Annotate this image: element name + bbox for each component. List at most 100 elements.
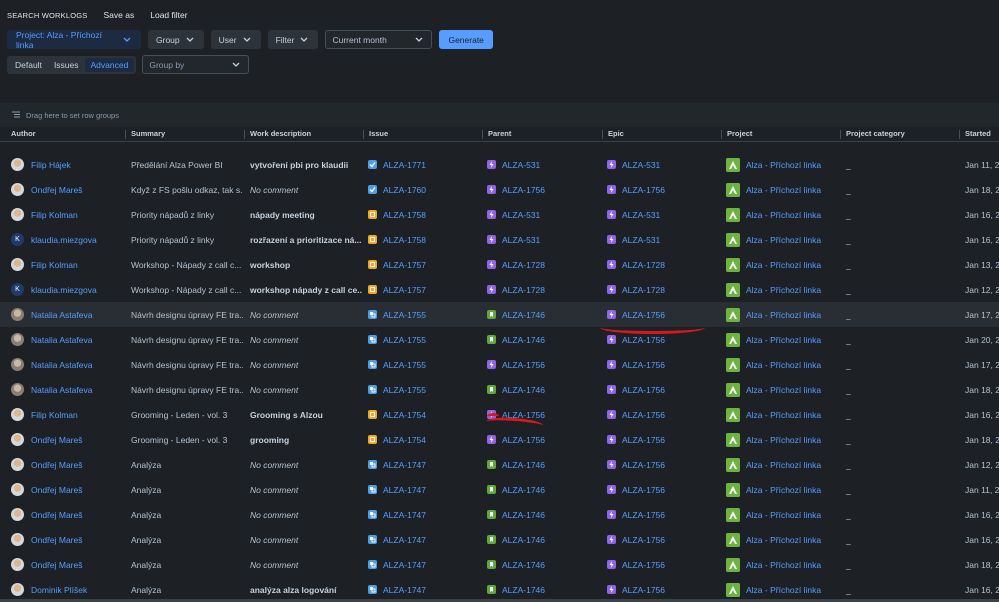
project-link[interactable]: Alza - Příchozí linka bbox=[746, 509, 822, 520]
column-header-project[interactable]: Project bbox=[727, 129, 753, 138]
epic-link[interactable]: ALZA-1756 bbox=[622, 309, 665, 320]
user-filter-button[interactable]: User bbox=[210, 30, 261, 49]
issue-link[interactable]: ALZA-1747 bbox=[383, 584, 426, 595]
group-by-select[interactable]: Group by bbox=[142, 55, 250, 74]
parent-link[interactable]: ALZA-1756 bbox=[502, 434, 545, 445]
filter-button[interactable]: Filter bbox=[267, 30, 319, 49]
column-header-work-description[interactable]: Work description bbox=[250, 129, 312, 138]
column-separator[interactable] bbox=[363, 130, 364, 139]
table-row[interactable]: Ondřej Mareš Analýza No comment ALZA-1747 AL… bbox=[0, 477, 999, 502]
table-row[interactable]: Ondřej Mareš Analýza No comment ALZA-1747 AL… bbox=[0, 452, 999, 477]
author-link[interactable]: Natalia Astafeva bbox=[31, 309, 93, 320]
column-separator[interactable] bbox=[959, 130, 960, 139]
epic-link[interactable]: ALZA-1756 bbox=[622, 534, 665, 545]
issue-link[interactable]: ALZA-1754 bbox=[383, 434, 426, 445]
issue-link[interactable]: ALZA-1747 bbox=[383, 459, 426, 470]
issue-link[interactable]: ALZA-1747 bbox=[383, 484, 426, 495]
epic-link[interactable]: ALZA-1756 bbox=[622, 359, 665, 370]
issue-link[interactable]: ALZA-1771 bbox=[383, 159, 426, 170]
column-header-author[interactable]: Author bbox=[11, 129, 36, 138]
table-row[interactable]: Filip Hájek Předělání Alza Power BI vytvoř… bbox=[0, 152, 999, 177]
epic-link[interactable]: ALZA-531 bbox=[622, 159, 661, 170]
project-link[interactable]: Alza - Příchozí linka bbox=[746, 584, 822, 595]
project-filter-button[interactable]: Project: Alza - Příchozí linka bbox=[7, 30, 141, 50]
column-header-epic[interactable]: Epic bbox=[608, 129, 624, 138]
author-link[interactable]: Ondřej Mareš bbox=[31, 434, 83, 445]
author-link[interactable]: Filip Kolman bbox=[31, 209, 78, 220]
issue-link[interactable]: ALZA-1758 bbox=[383, 209, 426, 220]
epic-link[interactable]: ALZA-1756 bbox=[622, 484, 665, 495]
row-group-dropzone[interactable]: Drag here to set row groups bbox=[0, 103, 999, 127]
table-row[interactable]: Natalia Astafeva Návrh designu úpravy FE … bbox=[0, 327, 999, 352]
save-as-button[interactable]: Save as bbox=[103, 10, 135, 20]
table-row[interactable]: Natalia Astafeva Návrh designu úpravy FE … bbox=[0, 352, 999, 377]
issue-link[interactable]: ALZA-1758 bbox=[383, 234, 426, 245]
parent-link[interactable]: ALZA-1746 bbox=[502, 559, 545, 570]
epic-link[interactable]: ALZA-531 bbox=[622, 234, 661, 245]
horizontal-scrollbar[interactable] bbox=[0, 599, 999, 602]
parent-link[interactable]: ALZA-1746 bbox=[502, 309, 545, 320]
project-link[interactable]: Alza - Příchozí linka bbox=[746, 334, 822, 345]
project-link[interactable]: Alza - Příchozí linka bbox=[746, 484, 822, 495]
epic-link[interactable]: ALZA-531 bbox=[622, 209, 661, 220]
epic-link[interactable]: ALZA-1756 bbox=[622, 384, 665, 395]
parent-link[interactable]: ALZA-1756 bbox=[502, 184, 545, 195]
epic-link[interactable]: ALZA-1756 bbox=[622, 334, 665, 345]
epic-link[interactable]: ALZA-1756 bbox=[622, 184, 665, 195]
issue-link[interactable]: ALZA-1755 bbox=[383, 359, 426, 370]
column-separator[interactable] bbox=[482, 130, 483, 139]
table-row[interactable]: Ondřej Mareš Analýza No comment ALZA-1747 AL… bbox=[0, 502, 999, 527]
author-link[interactable]: Ondřej Mareš bbox=[31, 559, 83, 570]
table-row[interactable]: Filip Kolman Priority nápadů z linky nápad… bbox=[0, 202, 999, 227]
column-header-parent[interactable]: Parent bbox=[488, 129, 512, 138]
author-link[interactable]: Natalia Astafeva bbox=[31, 334, 93, 345]
group-filter-button[interactable]: Group bbox=[148, 30, 204, 49]
table-row[interactable]: Ondřej Mareš Grooming - Leden - vol. 3 gro… bbox=[0, 427, 999, 452]
epic-link[interactable]: ALZA-1756 bbox=[622, 409, 665, 420]
table-row[interactable]: Natalia Astafeva Návrh designu úpravy FE … bbox=[0, 377, 999, 402]
table-row[interactable]: Natalia Astafeva Návrh designu úpravy FE … bbox=[0, 302, 999, 327]
project-link[interactable]: Alza - Příchozí linka bbox=[746, 434, 822, 445]
view-default-tab[interactable]: Default bbox=[15, 59, 42, 70]
table-row[interactable]: Ondřej Mareš Analýza No comment ALZA-1747 AL… bbox=[0, 552, 999, 577]
project-link[interactable]: Alza - Příchozí linka bbox=[746, 259, 822, 270]
column-separator[interactable] bbox=[602, 130, 603, 139]
generate-button[interactable]: Generate bbox=[439, 30, 493, 49]
view-advanced-tab[interactable]: Advanced bbox=[84, 57, 135, 72]
author-link[interactable]: Filip Hájek bbox=[31, 159, 71, 170]
column-separator[interactable] bbox=[244, 130, 245, 139]
project-link[interactable]: Alza - Příchozí linka bbox=[746, 359, 822, 370]
parent-link[interactable]: ALZA-1746 bbox=[502, 484, 545, 495]
parent-link[interactable]: ALZA-1746 bbox=[502, 459, 545, 470]
project-link[interactable]: Alza - Příchozí linka bbox=[746, 459, 822, 470]
parent-link[interactable]: ALZA-1746 bbox=[502, 584, 545, 595]
parent-link[interactable]: ALZA-1728 bbox=[502, 259, 545, 270]
project-link[interactable]: Alza - Příchozí linka bbox=[746, 559, 822, 570]
table-row[interactable]: Filip Kolman Workshop - Nápady z call c..… bbox=[0, 252, 999, 277]
project-link[interactable]: Alza - Příchozí linka bbox=[746, 384, 822, 395]
issue-link[interactable]: ALZA-1747 bbox=[383, 534, 426, 545]
issue-link[interactable]: ALZA-1757 bbox=[383, 259, 426, 270]
load-filter-button[interactable]: Load filter bbox=[150, 10, 188, 20]
issue-link[interactable]: ALZA-1755 bbox=[383, 334, 426, 345]
author-link[interactable]: Natalia Astafeva bbox=[31, 384, 93, 395]
column-separator[interactable] bbox=[125, 130, 126, 139]
epic-link[interactable]: ALZA-1756 bbox=[622, 584, 665, 595]
project-link[interactable]: Alza - Příchozí linka bbox=[746, 534, 822, 545]
column-header-issue[interactable]: Issue bbox=[369, 129, 389, 138]
period-select[interactable]: Current month bbox=[325, 30, 433, 49]
parent-link[interactable]: ALZA-1746 bbox=[502, 534, 545, 545]
author-link[interactable]: Ondřej Mareš bbox=[31, 459, 83, 470]
issue-link[interactable]: ALZA-1757 bbox=[383, 284, 426, 295]
column-header-summary[interactable]: Summary bbox=[131, 129, 166, 138]
author-link[interactable]: Ondřej Mareš bbox=[31, 534, 83, 545]
epic-link[interactable]: ALZA-1728 bbox=[622, 284, 665, 295]
table-row[interactable]: Ondřej Mareš Když z FS pošlu odkaz, tak s… bbox=[0, 177, 999, 202]
epic-link[interactable]: ALZA-1756 bbox=[622, 459, 665, 470]
author-link[interactable]: Filip Kolman bbox=[31, 259, 78, 270]
column-header-project-category[interactable]: Project category bbox=[846, 129, 905, 138]
author-link[interactable]: Dominik Plíšek bbox=[31, 584, 88, 595]
epic-link[interactable]: ALZA-1756 bbox=[622, 559, 665, 570]
